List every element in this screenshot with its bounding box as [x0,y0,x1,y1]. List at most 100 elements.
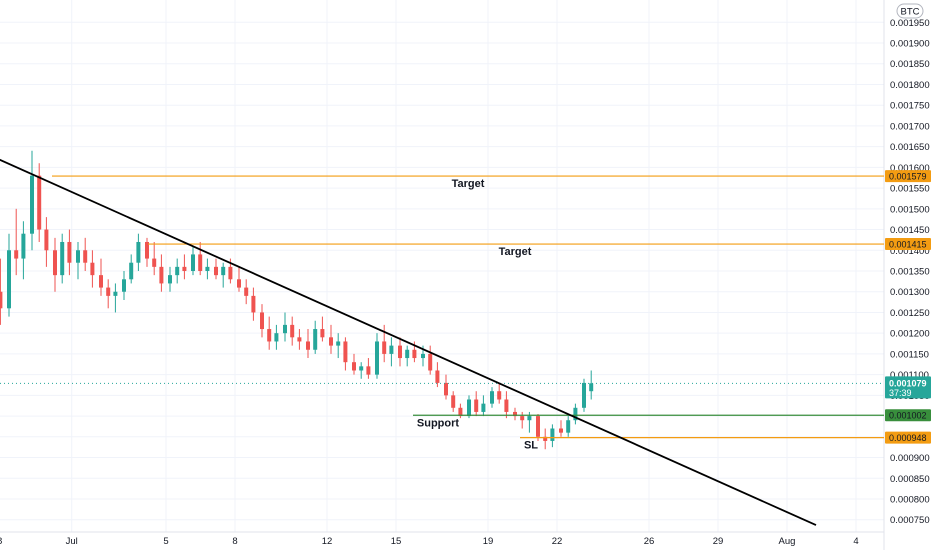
candle[interactable] [513,407,517,421]
candle[interactable] [405,345,410,367]
level-target[interactable]: Target [148,243,884,258]
candle[interactable] [458,403,463,419]
time-axis[interactable]: 28 Jul 5 8 12 15 19 22 26 29 Aug 4 [0,536,859,547]
candle[interactable] [550,424,555,448]
candle[interactable] [582,378,586,412]
candle[interactable] [451,391,456,412]
candle[interactable] [366,358,371,379]
candle[interactable] [237,266,241,292]
candle[interactable] [191,246,195,276]
candle[interactable] [113,283,118,313]
candle[interactable] [129,254,134,284]
candle[interactable] [67,229,72,276]
currency-badge[interactable]: BTC [896,3,924,19]
y-tick-label: 0.001500 [890,204,930,215]
candle[interactable] [467,395,471,419]
x-tick-label: 15 [391,536,402,547]
candle[interactable] [90,250,95,288]
candle[interactable] [221,262,226,288]
y-tick-label: 0.001200 [890,329,930,340]
candle[interactable] [0,258,3,325]
candle[interactable] [490,387,494,408]
candle[interactable] [313,320,318,354]
candle[interactable] [573,403,578,425]
price-axis[interactable]: 0.0007500.0008000.0008500.0009000.000950… [890,18,930,526]
candle[interactable] [435,362,440,388]
level-price-tag: 0.001579 [885,170,931,183]
candle[interactable] [375,333,379,379]
candle[interactable] [251,287,256,321]
candle[interactable] [44,217,49,267]
candle[interactable] [520,411,525,429]
candle[interactable] [159,254,164,292]
candle-body [336,341,341,346]
candle[interactable] [244,279,249,305]
candle[interactable] [543,428,548,450]
candle-body [343,341,348,363]
x-tick-label: 19 [483,536,494,547]
candle[interactable] [152,241,157,276]
candle[interactable] [145,237,149,267]
level-sl[interactable]: SL [520,437,884,452]
candle[interactable] [329,324,333,354]
candle[interactable] [53,237,57,292]
candle[interactable] [168,266,172,292]
candle[interactable] [14,208,19,276]
candle-body [389,345,394,354]
candle-body [67,241,72,263]
candle[interactable] [175,258,180,284]
candle[interactable] [444,374,448,400]
candle[interactable] [497,382,502,404]
candle[interactable] [198,241,203,276]
candle[interactable] [7,233,11,317]
candle[interactable] [60,233,65,284]
candle[interactable] [106,279,111,309]
candle[interactable] [30,150,34,251]
candle[interactable] [306,329,310,359]
level-support[interactable]: Support [413,414,884,429]
candle[interactable] [274,324,279,350]
candle-body [573,407,578,421]
candle[interactable] [83,237,88,271]
candle[interactable] [260,304,264,338]
candle[interactable] [389,337,394,367]
level-target[interactable]: Target [52,175,884,190]
candle[interactable] [352,353,356,375]
candle[interactable] [136,233,141,271]
candle[interactable] [182,254,187,280]
candle[interactable] [398,337,402,367]
candle[interactable] [267,316,272,350]
candle-body [474,399,479,412]
candle[interactable] [504,391,509,419]
candle[interactable] [336,333,341,359]
candle[interactable] [536,414,540,441]
trendline-layer[interactable] [0,125,817,526]
descending-trendline[interactable] [0,125,817,526]
candle[interactable] [589,370,594,400]
candle[interactable] [76,241,80,280]
price-tag-bg [885,409,931,422]
y-tick-label: 0.001550 [890,184,930,195]
candle[interactable] [428,345,433,375]
candle[interactable] [283,312,287,342]
candle[interactable] [37,163,42,242]
candle[interactable] [290,316,295,346]
candle[interactable] [297,329,302,350]
candle[interactable] [205,258,210,280]
price-tag-label: 0.001002 [889,411,927,421]
candle[interactable] [99,258,103,296]
candle[interactable] [474,391,479,417]
candle[interactable] [566,416,571,437]
level-price-tag: 0.001415 [885,238,931,251]
candle[interactable] [343,337,348,371]
candle[interactable] [320,316,325,342]
candle[interactable] [559,420,563,437]
candle-body [175,266,180,276]
candle[interactable] [214,258,218,280]
candle[interactable] [122,271,126,301]
candle[interactable] [21,221,26,280]
candle[interactable] [481,395,486,417]
candle[interactable] [359,362,364,379]
